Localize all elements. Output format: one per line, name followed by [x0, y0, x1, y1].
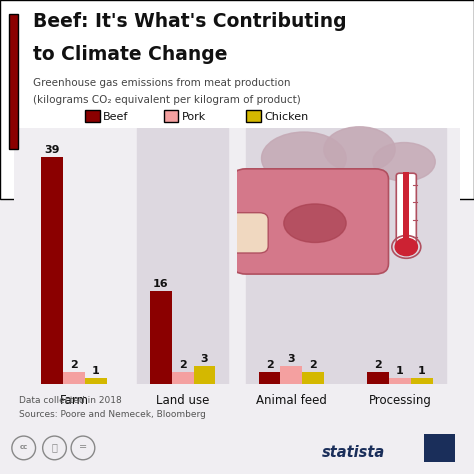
Text: 39: 39	[45, 145, 60, 155]
Text: 3: 3	[201, 354, 208, 364]
Bar	[246, 128, 446, 384]
Bar	[281, 366, 302, 384]
Text: 1: 1	[418, 366, 426, 376]
Text: to Climate Change: to Climate Change	[33, 45, 228, 64]
Text: 2: 2	[70, 360, 78, 370]
Text: cc: cc	[19, 444, 28, 450]
Ellipse shape	[324, 127, 395, 173]
Bar	[403, 173, 409, 239]
Bar	[137, 128, 228, 384]
Text: 2: 2	[309, 360, 317, 370]
Text: 3: 3	[288, 354, 295, 364]
Text: 16: 16	[153, 279, 169, 289]
Ellipse shape	[284, 204, 346, 243]
Text: (kilograms CO₂ equivalent per kilogram of product): (kilograms CO₂ equivalent per kilogram o…	[33, 95, 301, 105]
Bar	[302, 372, 324, 384]
Text: Pork: Pork	[182, 111, 206, 122]
Text: Chicken: Chicken	[264, 111, 309, 122]
Ellipse shape	[262, 132, 346, 185]
Bar	[41, 157, 63, 384]
Text: Beef: Beef	[103, 111, 129, 122]
Bar	[389, 378, 411, 384]
Ellipse shape	[395, 238, 418, 255]
Bar	[367, 372, 389, 384]
Text: Ⓘ: Ⓘ	[52, 442, 57, 452]
Text: 1: 1	[92, 366, 100, 376]
Text: Data collected in 2018: Data collected in 2018	[19, 396, 122, 405]
Text: 2: 2	[179, 360, 187, 370]
Bar	[259, 372, 281, 384]
Bar	[85, 378, 107, 384]
Ellipse shape	[373, 143, 435, 181]
FancyBboxPatch shape	[396, 173, 416, 249]
Bar	[193, 366, 215, 384]
Bar	[63, 372, 85, 384]
Bar	[411, 378, 433, 384]
Bar	[172, 372, 193, 384]
Text: Sources: Poore and Nemecek, Bloomberg: Sources: Poore and Nemecek, Bloomberg	[19, 410, 206, 419]
Text: 1: 1	[396, 366, 404, 376]
Polygon shape	[430, 438, 449, 459]
Text: statista: statista	[322, 445, 385, 460]
Text: =: =	[79, 442, 87, 452]
Text: Greenhouse gas emissions from meat production: Greenhouse gas emissions from meat produ…	[33, 78, 291, 88]
Text: 2: 2	[374, 360, 382, 370]
FancyBboxPatch shape	[233, 169, 389, 274]
Bar	[150, 291, 172, 384]
Text: 2: 2	[266, 360, 273, 370]
FancyBboxPatch shape	[224, 213, 268, 253]
Text: Beef: It's What's Contributing: Beef: It's What's Contributing	[33, 12, 347, 31]
